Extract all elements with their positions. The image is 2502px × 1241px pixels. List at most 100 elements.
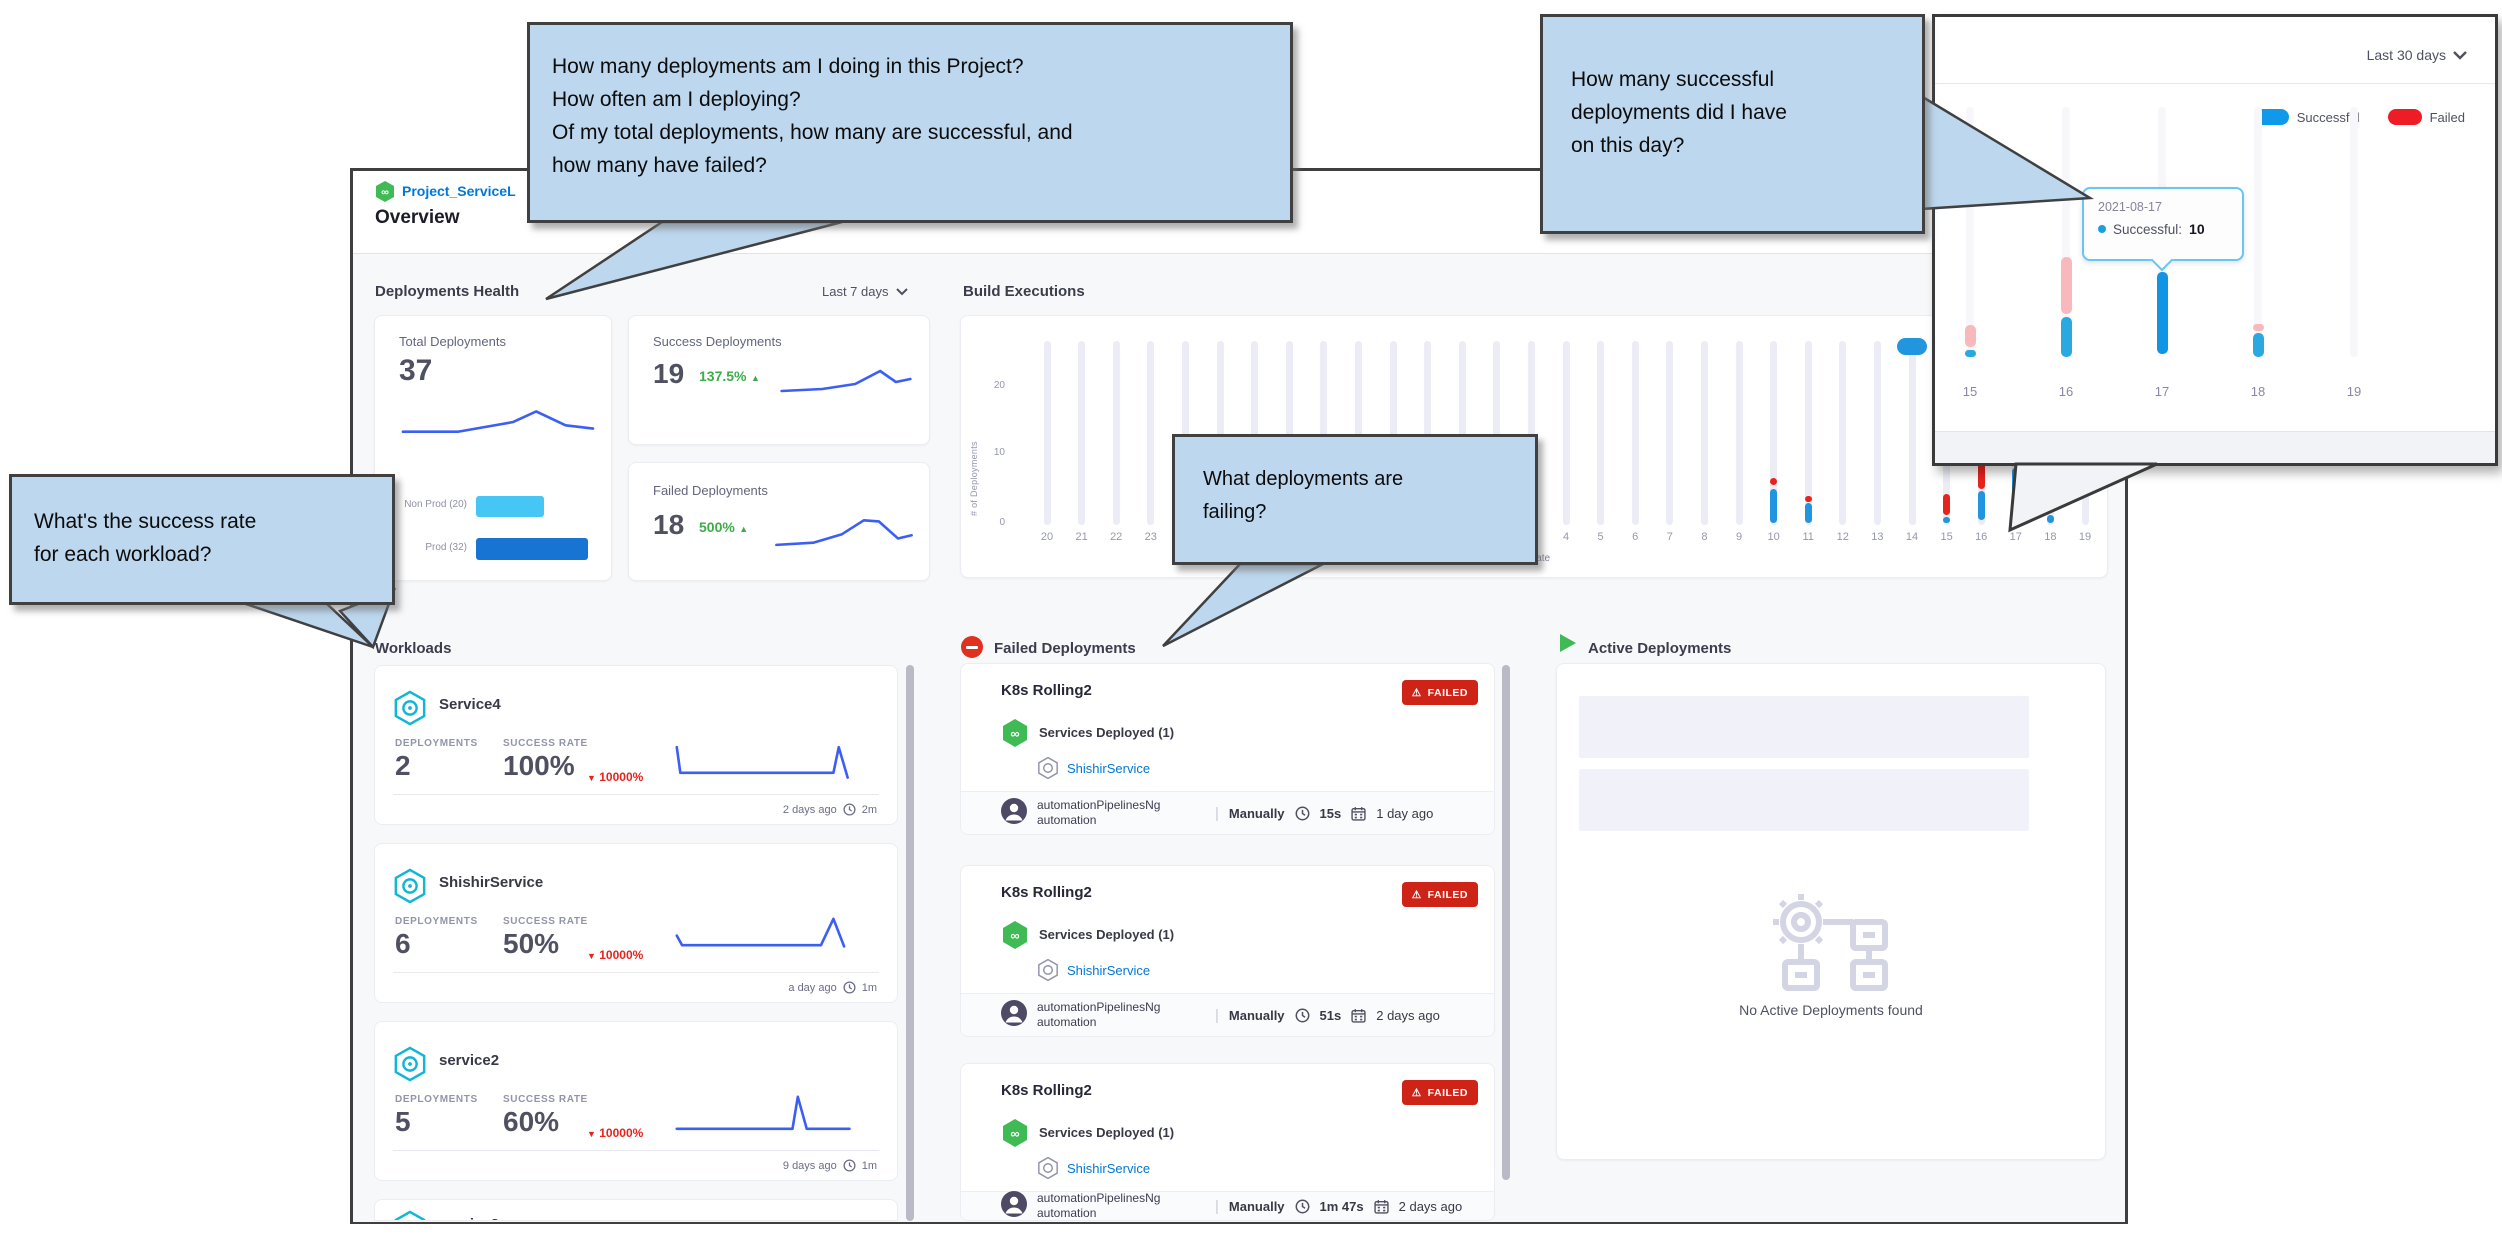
deployments-column-label: DEPLOYMENTS	[395, 738, 478, 749]
trigger-type: Manually	[1228, 805, 1285, 821]
svg-text:∞: ∞	[1010, 1126, 1019, 1141]
prod-bar	[476, 538, 588, 560]
y-tick-0: 0	[999, 517, 1005, 528]
chart-gridline	[1527, 341, 1535, 525]
service-hexagon-icon	[394, 868, 426, 904]
separator: |	[1215, 1197, 1219, 1215]
x-tick-label: 10	[1767, 531, 1780, 543]
user-avatar	[1001, 797, 1027, 829]
execution-footer: automationPipelinesNg automation | Manual…	[961, 791, 1494, 834]
workload-success-rate-value: 60%	[503, 1106, 560, 1137]
deployments-health-title: Deployments Health	[375, 283, 520, 300]
chart-gridline	[1839, 341, 1847, 525]
successful-pill-icon	[2254, 109, 2289, 125]
x-tick-label: 12	[1836, 531, 1849, 543]
inset-gridline	[2350, 107, 2358, 357]
callout-success-rate: What's the success rate for each workloa…	[9, 474, 395, 605]
workload-change: ▼ 10000%	[587, 770, 644, 784]
workload-footer: 9 days ago 1m	[783, 1159, 877, 1172]
x-tick-label: 22	[1110, 531, 1123, 543]
nonprod-label: Non Prod (20)	[404, 499, 467, 510]
inset-divider	[1935, 83, 2495, 84]
total-deployments-sparkline	[399, 404, 595, 436]
user-avatar	[1001, 797, 1027, 824]
x-tick-label: 20	[1040, 531, 1054, 543]
chart-gridline	[1078, 341, 1086, 525]
failed-list-scrollbar[interactable]	[1502, 665, 1510, 1180]
workload-duration: 1m	[861, 981, 877, 994]
y-tick-20: 20	[993, 380, 1005, 391]
active-play-icon	[1560, 634, 1576, 652]
warning-icon: ⚠	[1411, 1086, 1422, 1099]
chart-gridline	[1147, 341, 1155, 525]
execution-time: 2 days ago	[1376, 1007, 1440, 1023]
chart-gridline	[1354, 341, 1362, 525]
service-link[interactable]: ShishirService	[1067, 1161, 1151, 1176]
successful-bar	[1770, 489, 1778, 523]
service-link[interactable]: ShishirService	[1067, 761, 1151, 776]
success-rate-column-label: SUCCESS RATE	[503, 1094, 588, 1105]
service-link[interactable]: ShishirService	[1067, 963, 1151, 978]
workload-updated: a day ago	[788, 981, 837, 994]
failed-deployment-card[interactable]: K8s Rolling2 ⚠ FAILED ∞ Services Deployed…	[960, 663, 1495, 835]
x-tick-label: 4	[1562, 531, 1570, 543]
service-hexagon-icon	[394, 1046, 426, 1082]
success-rate-column-label: SUCCESS RATE	[503, 916, 588, 927]
inset-x-tick-label: 17	[2154, 384, 2170, 399]
success-rate-column-label: SUCCESS RATE	[503, 738, 588, 749]
failed-change: 500% ▲	[699, 519, 749, 535]
active-deployments-section-title: Active Deployments	[1588, 640, 1732, 657]
workload-duration: 1m	[861, 1159, 877, 1172]
successful-bar	[2046, 515, 2054, 523]
calendar-icon	[1374, 1199, 1389, 1214]
x-tick-label: 8	[1701, 531, 1708, 543]
workload-card-partial[interactable]: service3	[374, 1199, 898, 1221]
tooltip-date: 2021-08-17	[2098, 200, 2162, 214]
inset-range-dropdown[interactable]: Last 30 days	[2367, 47, 2467, 63]
failed-deployment-card[interactable]: K8s Rolling2 ⚠ FAILED ∞ Services Deployed…	[960, 1063, 1495, 1221]
chart-gridline	[1666, 341, 1674, 525]
success-sparkline	[779, 366, 913, 396]
workloads-scrollbar[interactable]	[906, 665, 914, 1221]
failed-minus-icon	[961, 636, 983, 658]
down-triangle-icon: ▼	[587, 773, 596, 783]
workload-card[interactable]: service2 DEPLOYMENTS SUCCESS RATE 5 60% …	[374, 1021, 898, 1181]
cd-module-icon: ∞	[1003, 1119, 1027, 1147]
x-tick-label: 15	[1940, 531, 1953, 543]
chart-gridline	[1770, 341, 1778, 525]
chart-gridline	[1112, 341, 1120, 525]
successful-bar	[1897, 337, 1927, 355]
clock-icon	[1295, 1199, 1309, 1213]
deployments-column-label: DEPLOYMENTS	[395, 916, 478, 927]
workload-deployments-value: 6	[395, 928, 411, 959]
cd-module-icon: ∞	[1003, 719, 1027, 747]
x-tick-label: 18	[2044, 531, 2057, 543]
svg-text:∞: ∞	[1010, 726, 1019, 741]
failed-deployment-card[interactable]: K8s Rolling2 ⚠ FAILED ∞ Services Deployed…	[960, 865, 1495, 1037]
tooltip-value: 10	[2189, 221, 2205, 237]
failed-sparkline	[775, 515, 913, 547]
failed-status-badge: ⚠ FAILED	[1401, 1080, 1478, 1105]
workload-footer: a day ago 1m	[788, 981, 877, 994]
triggered-by-user: automationPipelinesNg automation	[1037, 1000, 1161, 1029]
project-breadcrumb-link[interactable]: Project_ServiceL	[402, 183, 516, 199]
workload-success-rate-value: 100%	[503, 750, 575, 781]
failed-bar	[1965, 324, 1976, 347]
x-tick-label: 7	[1666, 531, 1673, 543]
success-deployments-card: Success Deployments 19 137.5% ▲	[628, 315, 930, 445]
clock-icon	[1295, 1008, 1309, 1022]
chart-gridline	[1804, 341, 1812, 525]
workload-card[interactable]: Service4 DEPLOYMENTS SUCCESS RATE 2 100%…	[374, 665, 898, 825]
failed-deployments-label: Failed Deployments	[653, 483, 768, 498]
trigger-type: Manually	[1228, 1198, 1285, 1214]
x-tick-label: 6	[1632, 531, 1639, 543]
service-hexagon-icon	[393, 690, 427, 731]
workload-success-rate-value: 50%	[503, 928, 560, 959]
health-range-dropdown[interactable]: Last 7 days	[822, 284, 908, 299]
workload-sparkline	[675, 1092, 853, 1140]
workload-card[interactable]: ShishirService DEPLOYMENTS SUCCESS RATE …	[374, 843, 898, 1003]
success-change: 137.5% ▲	[699, 368, 760, 384]
successful-bar	[2157, 272, 2168, 355]
placeholder-row	[1579, 696, 2029, 758]
execution-footer: automationPipelinesNg automation | Manual…	[961, 993, 1494, 1036]
